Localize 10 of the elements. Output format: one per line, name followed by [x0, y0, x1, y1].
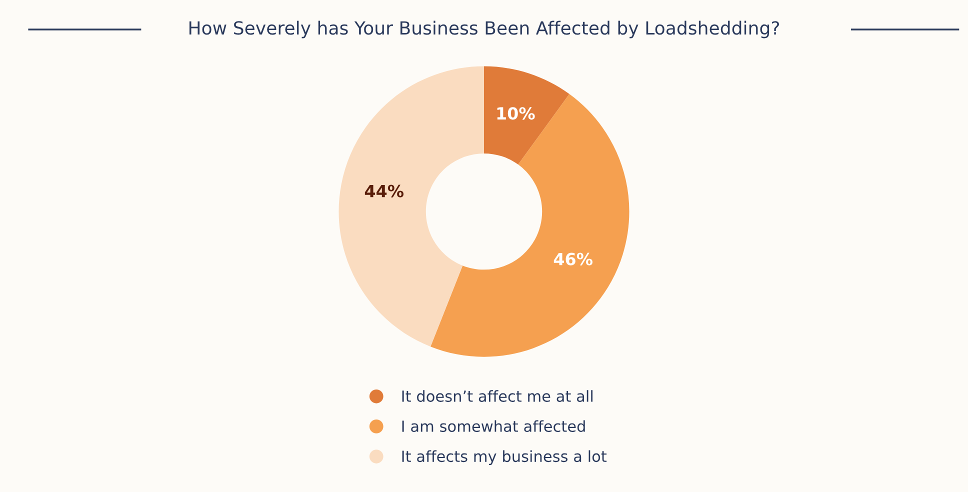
legend-label: It affects my business a lot	[402, 450, 607, 466]
donut-slice	[338, 66, 484, 347]
donut-slice	[430, 94, 630, 357]
data-label: 44%	[364, 184, 404, 198]
chart-title: How Severely has Your Business Been Affected by Loadshedding?	[189, 20, 780, 38]
legend-label: I am somewhat affected	[402, 420, 585, 432]
legend-label: It doesn’t affect me at all	[402, 390, 592, 402]
data-label: 10%	[497, 107, 535, 120]
data-label: 46%	[554, 252, 593, 266]
donut-slice	[484, 66, 570, 165]
